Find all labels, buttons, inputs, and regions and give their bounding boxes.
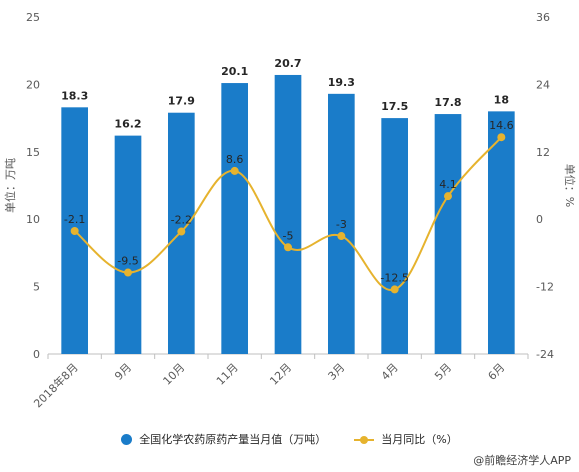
bar [488,111,515,354]
y-right-tick-label: 36 [536,11,550,24]
line-point [70,226,79,235]
line-value-label: 8.6 [226,153,244,166]
line-value-label: -9.5 [117,255,138,268]
y-right-tick-label: -24 [536,348,554,361]
line-point [230,166,239,175]
y-left-tick-label: 25 [26,11,40,24]
bar-value-label: 20.7 [274,57,301,70]
line-point [284,243,292,252]
chart: 0 5 10 15 20 25 -24 -12 0 12 24 36 单位：万吨 单位：% 2018年8月 9… [3,11,577,410]
bar-value-label: 18 [494,93,509,106]
bar [328,93,355,354]
line-point [337,232,346,241]
data-labels: 18.3 16.2 17.9 20.1 20.7 19.3 17.5 17.8 18 -2.1 -9… [61,57,513,284]
y-right-tick-label: -12 [536,281,554,294]
y-left-tick-label: 0 [33,348,40,361]
y-right-tick-label: 0 [536,213,543,226]
x-tick-label: 10月 [161,361,188,388]
line-series [70,133,506,294]
y-right-axis-title: 单位：% [563,164,577,207]
line-point [124,268,132,277]
line-value-label: 4.1 [439,178,457,191]
bar-value-label: 17.9 [168,95,195,108]
bar-value-label: 17.8 [434,96,461,109]
bar-series [61,74,515,355]
bar [274,74,302,355]
line-point [390,285,399,294]
legend-item-line: 当月同比（%） [354,431,458,447]
line-value-label: -2.1 [64,213,85,226]
legend: 全国化学农药原药产量当月值（万吨） 当月同比（%） [0,431,579,447]
bar-value-label: 19.3 [328,76,355,89]
bar-value-label: 17.5 [381,100,408,113]
x-tick-label: 11月 [214,361,241,388]
legend-bar-label: 全国化学农药原药产量当月值（万吨） [139,433,327,446]
bar [381,118,408,354]
y-right-tick-label: 24 [536,78,550,91]
bar [114,135,142,354]
y-left-tick-label: 20 [26,78,40,91]
x-tick-label: 5月 [432,361,454,383]
x-tick-label: 6月 [486,361,508,383]
line-point [444,192,452,201]
line-value-label: -2.2 [171,214,192,227]
line-value-label: -12.5 [380,271,408,284]
bar-value-label: 16.2 [114,118,141,131]
line-point [177,227,186,236]
x-tick-label: 3月 [326,361,348,383]
y-right-tick-label: 12 [536,146,550,159]
line-point [497,133,506,142]
bar-value-label: 20.1 [221,65,248,78]
bar [434,114,462,354]
bar-value-label: 18.3 [61,89,88,102]
x-tick-label: 4月 [379,361,401,383]
x-tick-label: 12月 [267,361,294,388]
x-tick-label: 9月 [112,361,134,383]
source-credit: @前瞻经济学人APP [473,454,571,467]
legend-line-marker [354,434,375,445]
x-tick-label: 2018年8月 [31,360,81,410]
line-value-label: -3 [336,218,347,231]
line-value-label: -5 [283,229,294,242]
bar [221,83,248,354]
legend-bar-marker [121,433,133,445]
y-left-tick-label: 5 [33,281,40,294]
line-value-label: 14.6 [489,119,514,132]
y-left-tick-label: 15 [26,146,40,159]
legend-item-bar: 全国化学农药原药产量当月值（万吨） [121,431,326,447]
legend-line-label: 当月同比（%） [381,433,458,446]
y-left-axis-title: 单位：万吨 [3,158,17,213]
y-left-tick-label: 10 [26,213,40,226]
